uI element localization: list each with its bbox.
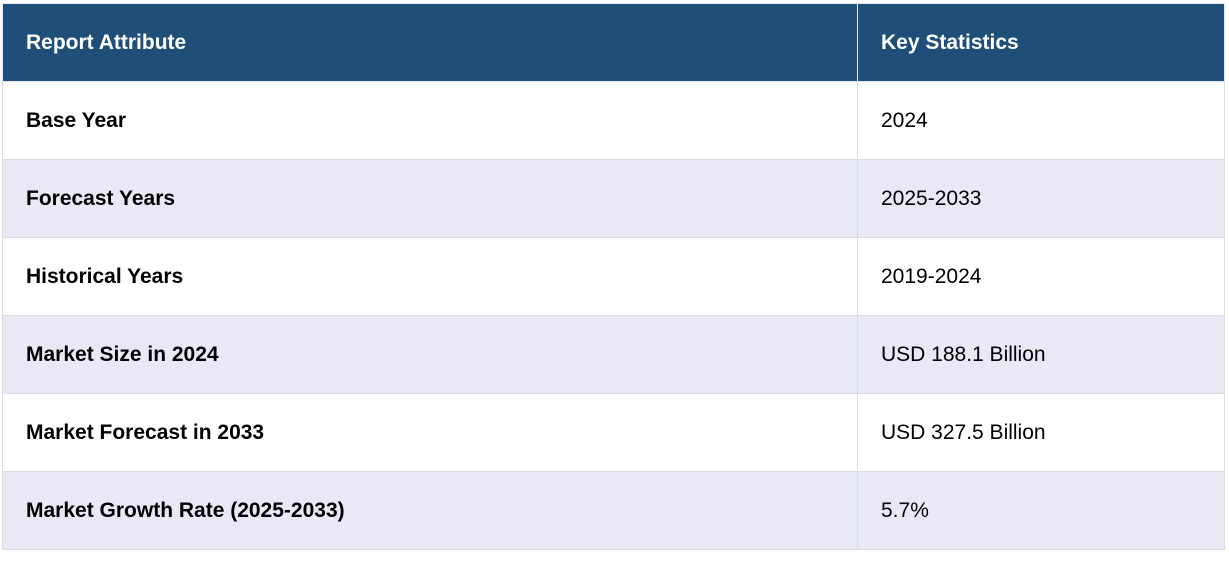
table-body: Base Year 2024 Forecast Years 2025-2033 … (2, 81, 1225, 550)
row-value-cell: 2019-2024 (857, 237, 1225, 316)
table-row: Base Year 2024 (2, 81, 1225, 160)
row-attribute-cell: Market Size in 2024 (2, 315, 858, 394)
header-key-statistics: Key Statistics (857, 3, 1225, 82)
row-attribute-cell: Market Growth Rate (2025-2033) (2, 471, 858, 550)
row-attribute-cell: Historical Years (2, 237, 858, 316)
table-row: Historical Years 2019-2024 (2, 237, 1225, 316)
row-attribute-cell: Market Forecast in 2033 (2, 393, 858, 472)
report-statistics-table: Report Attribute Key Statistics Base Yea… (2, 3, 1225, 550)
row-value-cell: 2025-2033 (857, 159, 1225, 238)
row-value-cell: USD 188.1 Billion (857, 315, 1225, 394)
table-header: Report Attribute Key Statistics (2, 3, 1225, 82)
table-header-row: Report Attribute Key Statistics (2, 3, 1225, 82)
row-value-cell: 5.7% (857, 471, 1225, 550)
table-row: Market Forecast in 2033 USD 327.5 Billio… (2, 393, 1225, 472)
row-attribute-cell: Base Year (2, 81, 858, 160)
row-attribute-cell: Forecast Years (2, 159, 858, 238)
table-row: Market Size in 2024 USD 188.1 Billion (2, 315, 1225, 394)
report-statistics-table-container: Report Attribute Key Statistics Base Yea… (2, 3, 1225, 550)
header-report-attribute: Report Attribute (2, 3, 858, 82)
table-row: Market Growth Rate (2025-2033) 5.7% (2, 471, 1225, 550)
table-row: Forecast Years 2025-2033 (2, 159, 1225, 238)
row-value-cell: 2024 (857, 81, 1225, 160)
row-value-cell: USD 327.5 Billion (857, 393, 1225, 472)
